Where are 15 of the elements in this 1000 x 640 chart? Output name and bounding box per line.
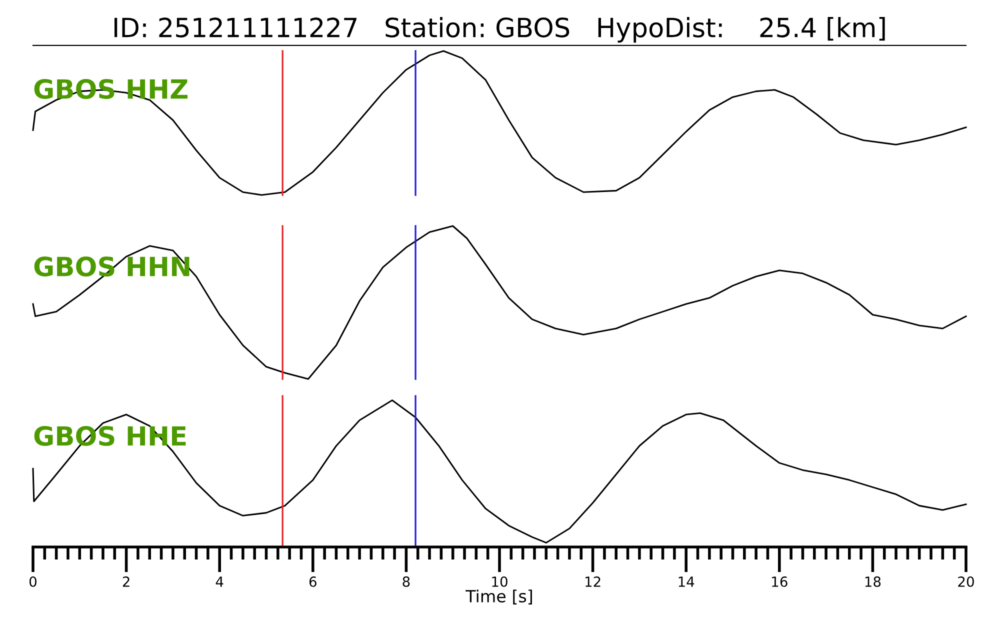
chart-title: ID: 251211111227 Station: GBOS HypoDist: 25.4 [km] bbox=[114, 17, 885, 43]
x-tick-label: 6 bbox=[309, 576, 316, 587]
x-tick-label: 10 bbox=[492, 576, 508, 587]
x-tick-label: 4 bbox=[216, 576, 224, 587]
x-tick-label: 18 bbox=[865, 576, 881, 587]
x-tick-label: 12 bbox=[585, 576, 600, 587]
annotation: GBOS HHN bbox=[34, 256, 190, 276]
annotation: GBOS HHZ bbox=[34, 79, 188, 99]
x-tick-label: 0 bbox=[29, 576, 36, 587]
x-tick-label: 2 bbox=[122, 576, 130, 587]
x-tick-label: 20 bbox=[958, 576, 974, 587]
x-tick-label: 16 bbox=[772, 576, 788, 587]
x-tick-label: 8 bbox=[402, 576, 410, 587]
x-tick-label: 14 bbox=[678, 576, 694, 587]
x-axis-title: Time [s] bbox=[466, 590, 532, 604]
